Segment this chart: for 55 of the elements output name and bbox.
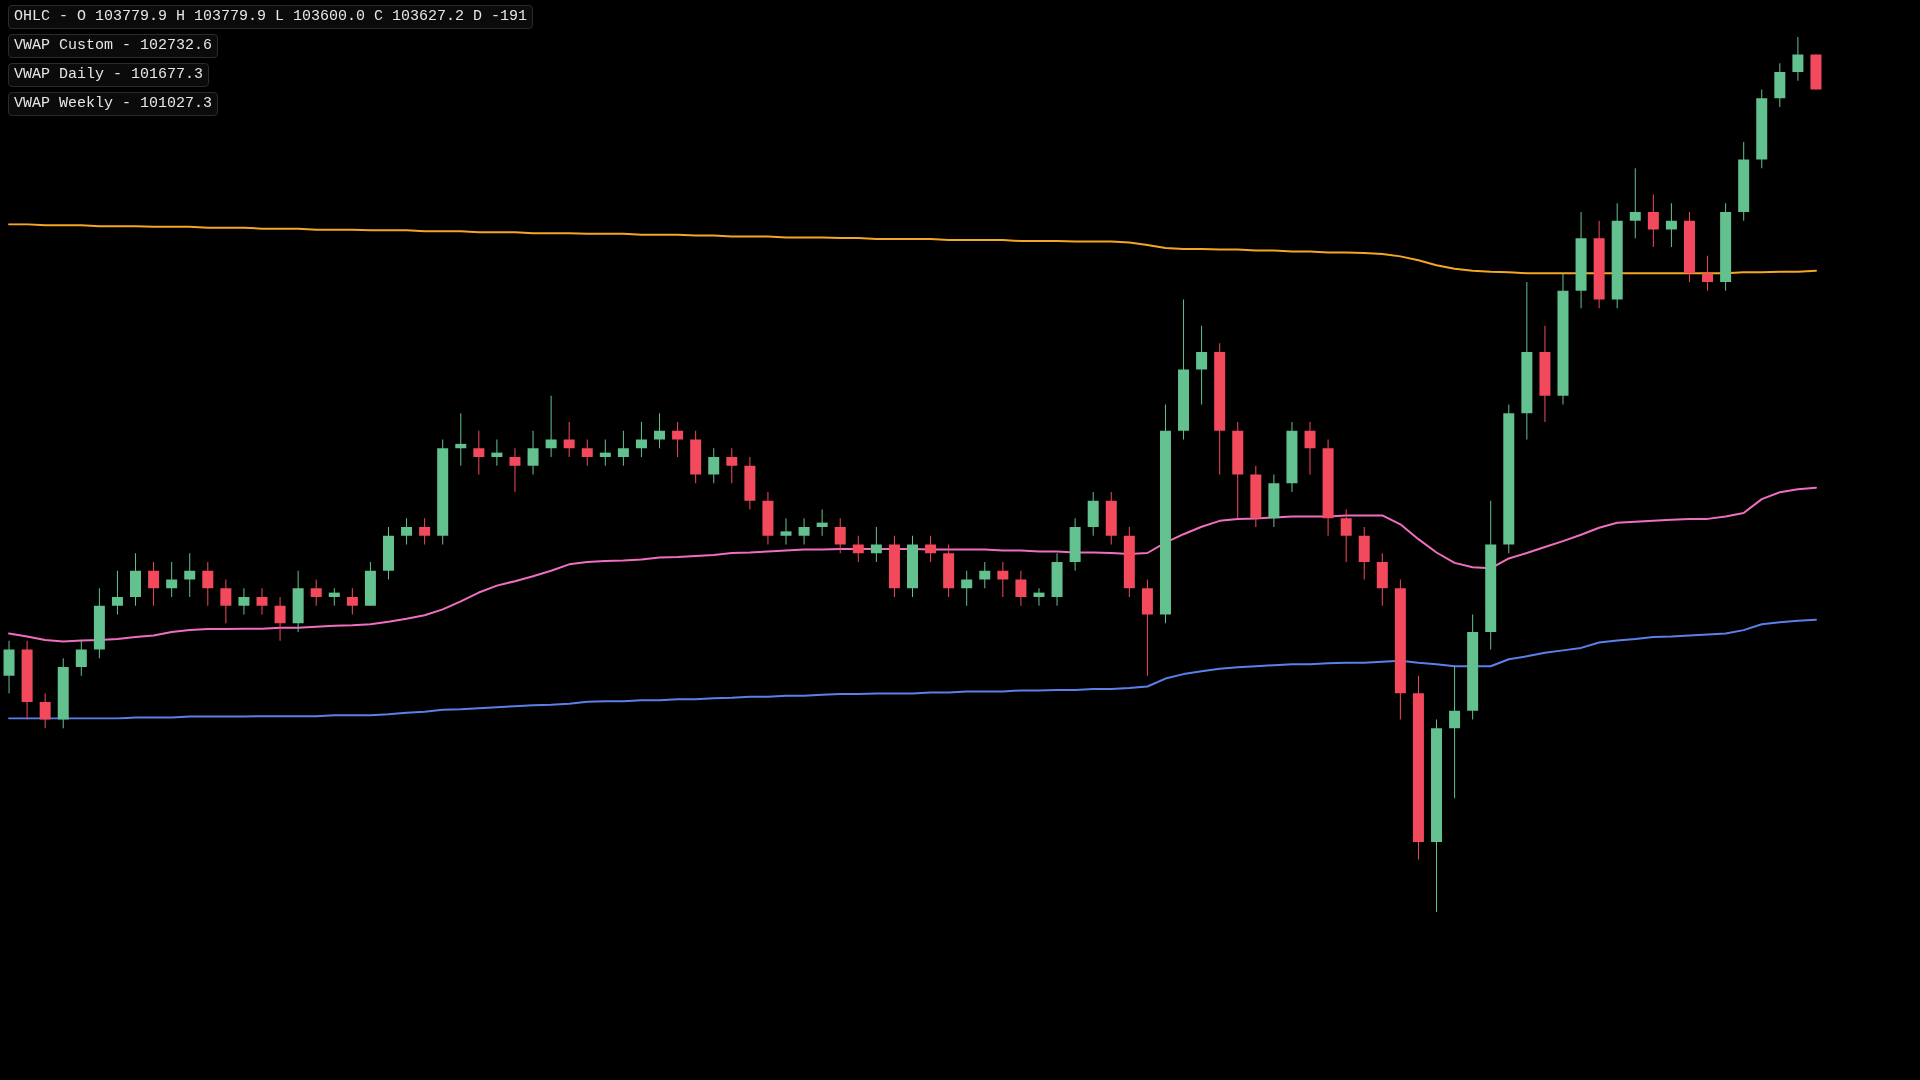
- candlestick: [39, 692, 51, 729]
- candlestick: [1033, 587, 1045, 607]
- candlestick: [1792, 36, 1804, 82]
- candlestick: [419, 517, 431, 545]
- candlestick: [925, 535, 937, 563]
- candlestick: [401, 517, 413, 545]
- candlestick: [111, 570, 123, 615]
- candlestick: [310, 579, 322, 607]
- candlestick: [238, 587, 250, 615]
- candlestick: [654, 412, 666, 449]
- candlestick: [635, 421, 647, 458]
- candlestick: [509, 447, 521, 493]
- candlestick: [527, 430, 539, 475]
- candlestick: [148, 561, 160, 607]
- annotation: VWAP Daily - 101677.3: [8, 63, 210, 87]
- candlestick: [581, 439, 593, 467]
- candlestick: [599, 439, 611, 467]
- candlestick: [1629, 167, 1641, 239]
- annotation: VWAP Custom - 102732.6: [8, 34, 219, 58]
- candlestick: [1015, 570, 1027, 607]
- annotation: VWAP Weekly - 101027.3: [8, 92, 219, 116]
- candlestick: [780, 517, 792, 545]
- candlestick: [1196, 325, 1208, 405]
- candlestick: [961, 570, 973, 607]
- candlestick: [1449, 666, 1461, 799]
- candlestick: [563, 421, 575, 458]
- candlestick: [202, 561, 214, 607]
- candlestick: [491, 439, 503, 467]
- text: OHLC - O 103779.9 H 103779.9 L 103600.0 C 103627.2 D -191: [8, 5, 534, 29]
- candlestick: [184, 552, 196, 598]
- candlestick: [1702, 255, 1714, 292]
- candlestick: [617, 430, 629, 467]
- candlestick: [834, 517, 846, 554]
- candlestick: [220, 579, 232, 624]
- candlestick: [1647, 194, 1659, 248]
- candlestick: [798, 517, 810, 545]
- candlestick: [726, 447, 738, 484]
- candlestick: [166, 561, 178, 598]
- candlestick: [997, 561, 1009, 598]
- candlestick: [1340, 509, 1352, 563]
- candlestick: [1665, 202, 1677, 248]
- candlestick: [545, 395, 557, 458]
- candlestick: [1304, 421, 1316, 475]
- candlestick: [256, 587, 268, 615]
- candlestick: [672, 421, 684, 458]
- candlestick: [852, 535, 864, 563]
- candlestick: [346, 587, 358, 615]
- candlestick: [274, 596, 286, 642]
- candlestick: [473, 430, 485, 475]
- candlestick: [870, 526, 882, 563]
- candlestick: [455, 412, 467, 467]
- candlestick: [708, 447, 720, 484]
- candlestick: [75, 640, 87, 677]
- candlestick: [979, 561, 991, 589]
- candlestick: [816, 509, 828, 537]
